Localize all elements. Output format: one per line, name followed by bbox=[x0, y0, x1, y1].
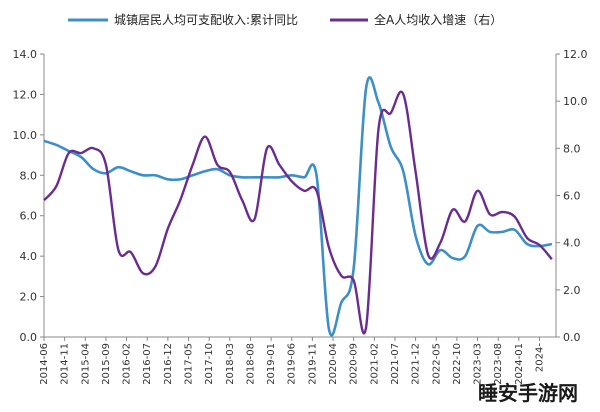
y-left-tick-label: 6.0 bbox=[20, 210, 38, 223]
y-right-tick-label: 12.0 bbox=[563, 48, 588, 61]
y-right-tick-label: 0.0 bbox=[563, 331, 581, 344]
y-right-tick-label: 6.0 bbox=[563, 190, 581, 203]
x-tick-label: 2020-04 bbox=[328, 343, 339, 385]
y-right-tick-label: 4.0 bbox=[563, 237, 581, 250]
x-tick-label: 2016-07 bbox=[142, 343, 153, 385]
x-tick-label: 2018-03 bbox=[225, 343, 236, 385]
x-tick-label: 2022-10 bbox=[452, 343, 463, 385]
legend-label-urban-income: 城镇居民人均可支配收入:累计同比 bbox=[114, 13, 298, 27]
x-tick-label: 2014-11 bbox=[60, 343, 71, 385]
x-tick-label: 2014-06 bbox=[39, 343, 50, 385]
x-tick-label: 2024- bbox=[534, 343, 545, 372]
x-tick-label: 2016-12 bbox=[163, 343, 174, 385]
x-tick-label: 2021-12 bbox=[411, 343, 422, 385]
y-left-tick-label: 4.0 bbox=[20, 250, 38, 263]
x-tick-label: 2015-09 bbox=[101, 343, 112, 385]
x-tick-label: 2019-06 bbox=[287, 343, 298, 385]
x-tick-label: 2022-05 bbox=[431, 343, 442, 385]
series-line-a-share-income bbox=[43, 90, 553, 335]
x-tick-label: 2015-04 bbox=[80, 343, 91, 385]
y-left-tick-label: 0.0 bbox=[20, 331, 38, 344]
x-tick-label: 2016-02 bbox=[122, 343, 133, 385]
x-tick-label: 2021-02 bbox=[369, 343, 380, 385]
series-line-urban-income bbox=[43, 76, 553, 337]
series-layer bbox=[43, 76, 553, 337]
y-left-tick-label: 10.0 bbox=[13, 129, 38, 142]
x-tick-label: 2017-10 bbox=[204, 343, 215, 385]
x-tick-label: 2023-08 bbox=[493, 343, 504, 385]
x-tick-label: 2019-01 bbox=[266, 343, 277, 385]
y-left-tick-label: 2.0 bbox=[20, 291, 38, 304]
x-tick-label: 2017-05 bbox=[184, 343, 195, 385]
legend-label-a-share-income: 全A人均收入增速（右） bbox=[374, 12, 502, 27]
x-tick-label: 2024-01 bbox=[514, 343, 525, 385]
y-right-tick-label: 10.0 bbox=[563, 95, 588, 108]
legend: 城镇居民人均可支配收入:累计同比 全A人均收入增速（右） bbox=[68, 12, 502, 27]
axes: 0.0 2.0 4.0 6.0 8.0 10.0 12.0 14.0 0.0 2.0 4.0 6.0 8… bbox=[13, 48, 588, 385]
y-left-tick-label: 8.0 bbox=[20, 169, 38, 182]
x-tick-label: 2020-09 bbox=[349, 343, 360, 385]
x-tick-label: 2018-08 bbox=[245, 343, 256, 385]
x-tick-label: 2019-11 bbox=[307, 343, 318, 385]
watermark-text: 睡安手游网 bbox=[478, 381, 578, 405]
y-right-tick-label: 2.0 bbox=[563, 284, 581, 297]
y-right-tick-label: 8.0 bbox=[563, 142, 581, 155]
x-tick-label: 2021-07 bbox=[390, 343, 401, 385]
x-tick-label: 2023-03 bbox=[473, 343, 484, 385]
y-left-tick-label: 14.0 bbox=[13, 48, 38, 61]
y-left-tick-label: 12.0 bbox=[13, 88, 38, 101]
